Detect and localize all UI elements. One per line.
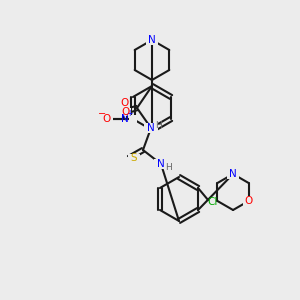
Text: −: −: [98, 109, 106, 119]
Bar: [101, 115, 113, 123]
Bar: [243, 196, 255, 206]
Text: O: O: [121, 98, 129, 108]
Bar: [146, 35, 158, 45]
Text: +: +: [126, 110, 132, 118]
Text: S: S: [131, 153, 137, 163]
Bar: [144, 123, 158, 133]
Text: H: H: [165, 163, 171, 172]
Text: N: N: [147, 123, 155, 133]
Text: H: H: [154, 121, 161, 130]
Bar: [119, 108, 131, 116]
Text: O: O: [121, 107, 129, 117]
Bar: [128, 154, 140, 162]
Text: N: N: [121, 114, 129, 124]
Text: Cl: Cl: [208, 197, 218, 207]
Text: N: N: [229, 169, 237, 179]
Bar: [154, 159, 168, 169]
Text: O: O: [103, 114, 111, 124]
Text: O: O: [244, 196, 253, 206]
Bar: [227, 169, 239, 179]
Bar: [120, 102, 130, 108]
Text: N: N: [148, 35, 156, 45]
Text: N: N: [157, 159, 165, 169]
Bar: [129, 115, 137, 123]
